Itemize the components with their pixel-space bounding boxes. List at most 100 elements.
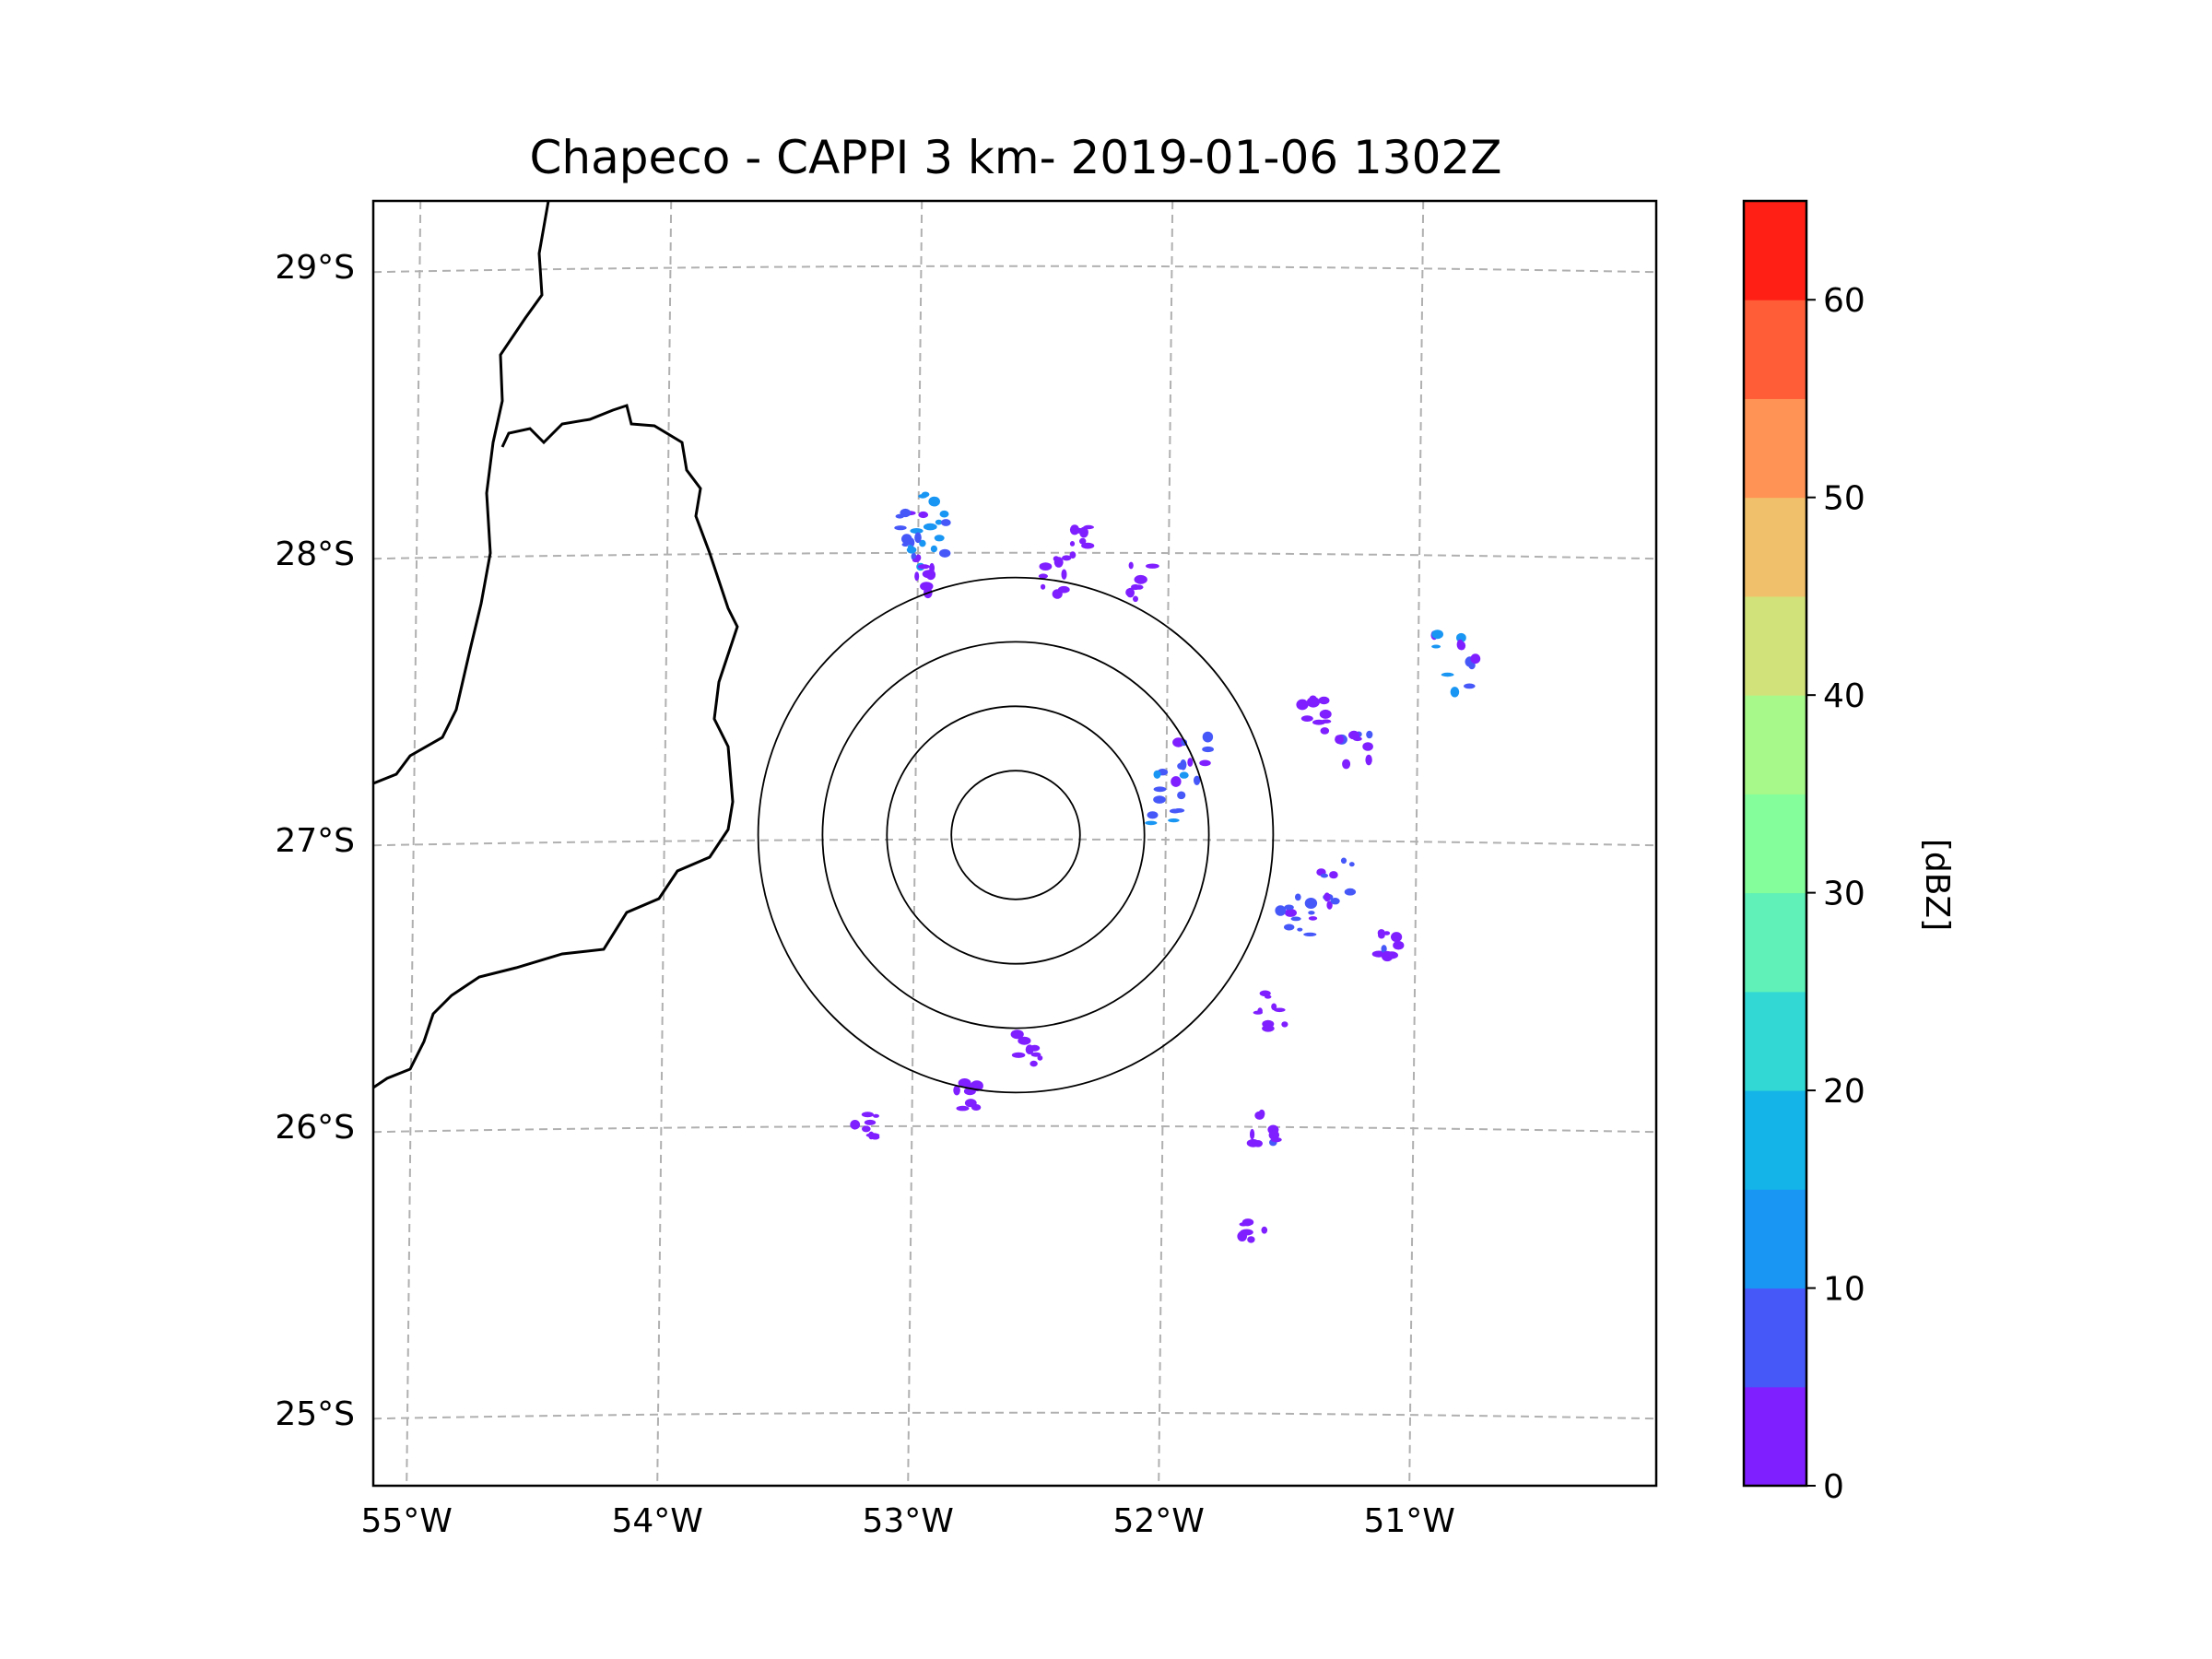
- echo-cell: [1069, 541, 1076, 547]
- echo-cell: [911, 552, 917, 560]
- parallel-line: [373, 551, 1656, 560]
- echo-cell: [940, 519, 951, 526]
- echo-cell: [1030, 1052, 1041, 1057]
- colorbar-segment: [1744, 794, 1806, 894]
- echo-cell: [1177, 791, 1186, 800]
- echo-cell: [965, 1083, 978, 1088]
- echo-cell: [873, 1113, 879, 1118]
- range-ring: [821, 641, 1210, 1030]
- echo-cell: [1079, 537, 1087, 545]
- lon-tick-label: 55°W: [360, 1502, 452, 1540]
- echo-cell: [1030, 1060, 1038, 1067]
- lon-tick-label: 53°W: [862, 1502, 953, 1540]
- colorbar-tick-label: 10: [1823, 1271, 1865, 1309]
- reflectivity-echoes: [850, 491, 1481, 1243]
- border-line: [373, 201, 550, 785]
- echo-cell: [1199, 759, 1211, 767]
- colorbar-segment: [1744, 1288, 1806, 1388]
- echo-cell: [1069, 524, 1080, 535]
- echo-cell: [907, 545, 913, 549]
- colorbar-segment: [1744, 300, 1806, 399]
- echo-cell: [1329, 871, 1338, 879]
- echo-cell: [917, 564, 930, 570]
- echo-cell: [1038, 573, 1048, 579]
- echo-cell: [1344, 888, 1357, 896]
- echo-cell: [1057, 585, 1070, 594]
- range-ring: [886, 705, 1146, 965]
- echo-cell: [1304, 898, 1318, 909]
- echo-cell: [1168, 818, 1180, 823]
- echo-cell: [919, 539, 926, 547]
- echo-cell: [1393, 940, 1405, 950]
- echo-cell: [912, 558, 920, 563]
- chart-title: Chapeco - CAPPI 3 km- 2019-01-06 1302Z: [530, 131, 1502, 184]
- echo-cell: [861, 1112, 875, 1118]
- echo-cell: [1381, 950, 1394, 962]
- echo-cell: [1169, 808, 1181, 814]
- echo-cell: [1250, 1128, 1255, 1140]
- echo-cell: [862, 1125, 871, 1133]
- echo-cell: [1308, 911, 1315, 915]
- graticule: [373, 201, 1656, 1486]
- echo-cell: [1030, 1044, 1041, 1052]
- lat-tick-label: 28°S: [275, 535, 355, 573]
- echo-cell: [1275, 905, 1287, 916]
- echo-cell: [1348, 730, 1359, 740]
- echo-cell: [1431, 629, 1443, 640]
- echo-cell: [1069, 551, 1077, 559]
- echo-cell: [910, 528, 924, 534]
- echo-cell: [928, 496, 940, 507]
- echo-cell: [864, 1119, 877, 1125]
- parallel-line: [373, 265, 1656, 274]
- echo-cell: [1258, 1109, 1265, 1118]
- echo-cell: [1303, 932, 1317, 937]
- echo-cell: [1246, 1138, 1260, 1147]
- longitude-labels: 55°W 54°W 53°W 52°W 51°W: [360, 1502, 1454, 1540]
- echo-cell: [1259, 990, 1271, 997]
- echo-cell: [1381, 945, 1387, 954]
- colorbar-segment: [1744, 201, 1806, 300]
- echo-cell: [956, 1105, 970, 1112]
- meridian-line: [656, 201, 673, 1486]
- echo-cell: [1340, 857, 1347, 865]
- echo-cell: [935, 519, 943, 525]
- echo-cell: [1319, 709, 1332, 719]
- echo-cell: [1450, 687, 1460, 698]
- lat-tick-label: 26°S: [275, 1109, 355, 1147]
- echo-cell: [938, 548, 951, 558]
- echo-cell: [1240, 1229, 1253, 1236]
- echo-cell: [1308, 916, 1318, 921]
- echo-cell: [1153, 795, 1166, 804]
- echo-cell: [1457, 641, 1466, 651]
- echo-cell: [1153, 786, 1167, 793]
- colorbar-segment: [1744, 1386, 1806, 1487]
- colorbar-segment: [1744, 1090, 1806, 1190]
- echo-cell: [1284, 908, 1297, 917]
- echo-cell: [1011, 1052, 1026, 1058]
- echo-cell: [1018, 1036, 1031, 1045]
- colorbar-tick-label: 40: [1823, 677, 1865, 715]
- range-ring: [757, 576, 1275, 1094]
- echo-cell: [1265, 994, 1272, 999]
- echo-cell: [1262, 1019, 1275, 1029]
- echo-cell: [1202, 746, 1214, 753]
- colorbar-tick-label: 60: [1823, 282, 1865, 320]
- echo-cell: [953, 1085, 960, 1096]
- echo-cell: [914, 571, 920, 582]
- lat-tick-label: 29°S: [275, 249, 355, 287]
- echo-cell: [1284, 924, 1295, 931]
- echo-cell: [1300, 715, 1313, 722]
- echo-cell: [1335, 735, 1345, 745]
- echo-cell: [1295, 893, 1301, 901]
- echo-cell: [1342, 759, 1351, 770]
- echo-cell: [1180, 759, 1187, 771]
- echo-cell: [1348, 862, 1355, 867]
- echo-cell: [1133, 595, 1138, 603]
- colorbar-tick-label: 0: [1823, 1468, 1844, 1506]
- parallel-line: [373, 1411, 1656, 1420]
- echo-cell: [1270, 1136, 1282, 1143]
- echo-cell: [1247, 1236, 1255, 1243]
- lat-tick-label: 27°S: [275, 822, 355, 860]
- echo-cell: [1179, 771, 1189, 779]
- echo-cell: [1010, 1030, 1024, 1040]
